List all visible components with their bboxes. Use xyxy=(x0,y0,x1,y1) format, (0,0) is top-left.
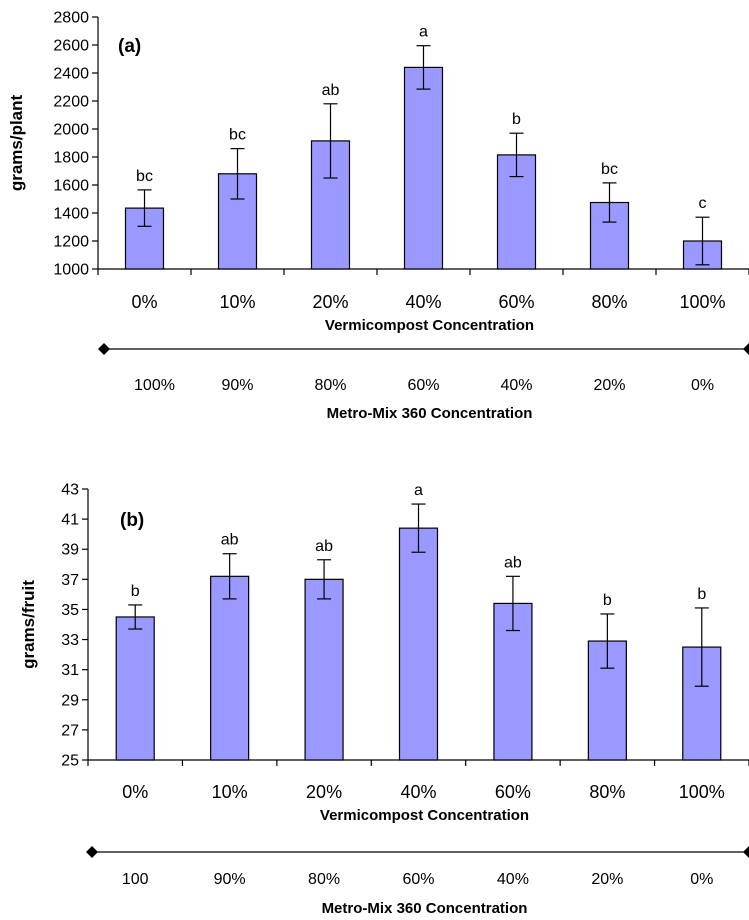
significance-label: b xyxy=(603,592,612,609)
bar xyxy=(115,616,155,761)
y-tick-label: 35 xyxy=(61,602,79,619)
y-tick-label: 37 xyxy=(61,572,79,589)
secondary-tick-label: 80% xyxy=(308,871,340,888)
y-tick-label: 2000 xyxy=(53,122,89,139)
significance-label: ab xyxy=(322,82,340,99)
x-tick-label: 60% xyxy=(495,782,531,802)
secondary-tick-label: 100 xyxy=(122,871,149,888)
bar xyxy=(403,66,444,270)
y-tick-label: 29 xyxy=(61,692,79,709)
significance-label: ab xyxy=(504,554,522,571)
secondary-tick-label: 0% xyxy=(691,377,714,394)
secondary-tick-label: 90% xyxy=(221,377,253,394)
y-tick-label: 1000 xyxy=(53,262,89,279)
significance-label: ab xyxy=(315,538,333,555)
secondary-tick-label: 20% xyxy=(593,377,625,394)
y-tick-label: 1600 xyxy=(53,178,89,195)
y-tick-label: 27 xyxy=(61,722,79,739)
significance-label: bc xyxy=(229,127,246,144)
x-tick-label: 80% xyxy=(591,292,627,312)
secondary-axis-label: Metro-Mix 360 Concentration xyxy=(327,405,533,422)
x-tick-label: 100% xyxy=(679,292,725,312)
y-tick-label: 41 xyxy=(61,512,79,529)
secondary-tick-label: 40% xyxy=(500,377,532,394)
y-tick-label: 1400 xyxy=(53,206,89,223)
x-tick-label: 0% xyxy=(122,782,148,802)
x-tick-label: 60% xyxy=(498,292,534,312)
x-tick-label: 0% xyxy=(131,292,157,312)
x-tick-label: 20% xyxy=(312,292,348,312)
y-axis-label: grams/fruit xyxy=(19,580,38,669)
secondary-tick-label: 20% xyxy=(591,871,623,888)
x-tick-label: 40% xyxy=(405,292,441,312)
bar xyxy=(304,578,344,761)
x-axis-label: Vermicompost Concentration xyxy=(320,807,529,824)
secondary-tick-label: 100% xyxy=(134,377,175,394)
secondary-axis-diamond-right xyxy=(743,846,749,858)
significance-label: b xyxy=(697,586,706,603)
x-tick-label: 80% xyxy=(589,782,625,802)
secondary-tick-label: 60% xyxy=(402,871,434,888)
x-tick-label: 10% xyxy=(212,782,248,802)
panel-label: (a) xyxy=(118,36,141,57)
significance-label: c xyxy=(699,195,707,212)
x-tick-label: 10% xyxy=(219,292,255,312)
panel-label: (b) xyxy=(120,510,144,531)
secondary-tick-label: 40% xyxy=(497,871,529,888)
secondary-axis-diamond-left xyxy=(98,343,110,355)
y-tick-label: 1800 xyxy=(53,150,89,167)
bar xyxy=(210,575,250,761)
y-tick-label: 39 xyxy=(61,542,79,559)
secondary-tick-label: 90% xyxy=(214,871,246,888)
y-tick-label: 25 xyxy=(61,753,79,770)
x-tick-label: 40% xyxy=(400,782,436,802)
y-tick-label: 2400 xyxy=(53,66,89,83)
significance-label: b xyxy=(512,111,521,128)
x-tick-label: 100% xyxy=(679,782,725,802)
y-tick-label: 31 xyxy=(61,662,79,679)
significance-label: a xyxy=(419,24,428,41)
significance-label: ab xyxy=(221,532,239,549)
y-tick-label: 2200 xyxy=(53,94,89,111)
x-tick-label: 20% xyxy=(306,782,342,802)
secondary-tick-label: 0% xyxy=(690,871,713,888)
significance-label: bc xyxy=(136,168,153,185)
y-axis-label: grams/plant xyxy=(7,94,26,191)
secondary-tick-label: 60% xyxy=(407,377,439,394)
y-tick-label: 43 xyxy=(61,482,79,499)
y-tick-label: 2600 xyxy=(53,38,89,55)
bar xyxy=(398,527,439,761)
secondary-axis-diamond-right xyxy=(743,343,749,355)
secondary-axis-diamond-left xyxy=(86,846,98,858)
y-tick-label: 2800 xyxy=(53,10,89,27)
secondary-axis-label: Metro-Mix 360 Concentration xyxy=(322,900,528,917)
secondary-tick-label: 80% xyxy=(314,377,346,394)
y-tick-label: 33 xyxy=(61,632,79,649)
significance-label: a xyxy=(414,482,423,499)
significance-label: b xyxy=(131,583,140,600)
x-axis-label: Vermicompost Concentration xyxy=(325,317,534,334)
significance-label: bc xyxy=(601,161,618,178)
y-tick-label: 1200 xyxy=(53,234,89,251)
